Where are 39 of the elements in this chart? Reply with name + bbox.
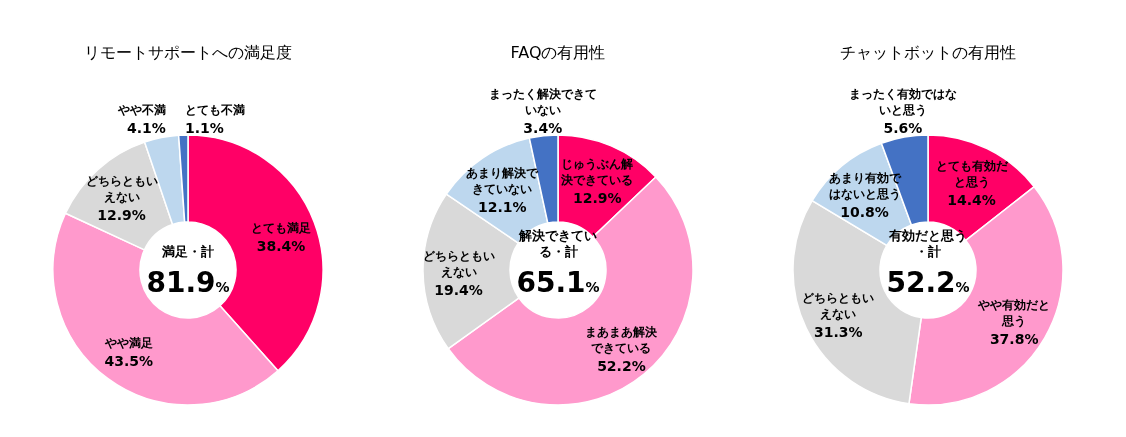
text: 有効だと思う・計	[888, 228, 967, 259]
slice-label: まあまあ解決できている	[585, 324, 659, 355]
chart-title: リモートサポートへの満足度	[84, 43, 292, 62]
data-label: 12.9%	[572, 189, 622, 206]
data-label: 4.1%	[127, 120, 166, 136]
data-label: 10.8%	[840, 204, 889, 221]
data-label: 37.8%	[989, 330, 1039, 347]
data-label: 3.4%	[523, 120, 563, 136]
data-label: 43.5%	[104, 352, 154, 369]
slice-label: あまり解決できていない	[466, 165, 540, 196]
slice-label: まったく解決できていない	[488, 87, 597, 117]
text: 65.1%	[516, 266, 600, 299]
slice-label: あまり有効ではないと思う	[828, 171, 902, 202]
data-label: 14.4%	[947, 191, 996, 208]
slice-label: まったく有効ではないと思う	[848, 87, 957, 117]
data-label: 52.2%	[597, 357, 646, 374]
slice-label: どちらともいえない	[422, 249, 495, 280]
data-label: 31.3%	[813, 323, 863, 340]
slice-label: やや不満	[116, 103, 166, 117]
slice-label: やや満足	[103, 335, 153, 350]
text: 81.9%	[146, 266, 230, 299]
slice-label: じゅうぶん解決できている	[560, 156, 634, 187]
chart-title: チャットボットの有用性	[840, 43, 1016, 62]
slice-label: やや有効だと思う	[977, 297, 1051, 328]
slice-label: とても不満	[185, 103, 246, 117]
slice-label: とても満足	[250, 220, 311, 235]
slice-label: どちらともいえない	[85, 173, 158, 204]
slice-label: とても有効だと思う	[935, 158, 1009, 189]
data-label: 12.9%	[97, 206, 146, 223]
text: 満足・計	[161, 244, 214, 259]
text: 解決できている・計	[518, 228, 597, 259]
data-label: 19.4%	[434, 282, 483, 299]
slice-label: どちらともいえない	[802, 290, 875, 321]
data-label: 38.4%	[256, 237, 306, 254]
data-label: 12.1%	[478, 198, 527, 215]
data-label: 5.6%	[883, 120, 923, 136]
chart-title: FAQの有用性	[510, 43, 606, 62]
text: 52.2%	[886, 266, 970, 299]
data-label: 1.1%	[185, 120, 224, 136]
